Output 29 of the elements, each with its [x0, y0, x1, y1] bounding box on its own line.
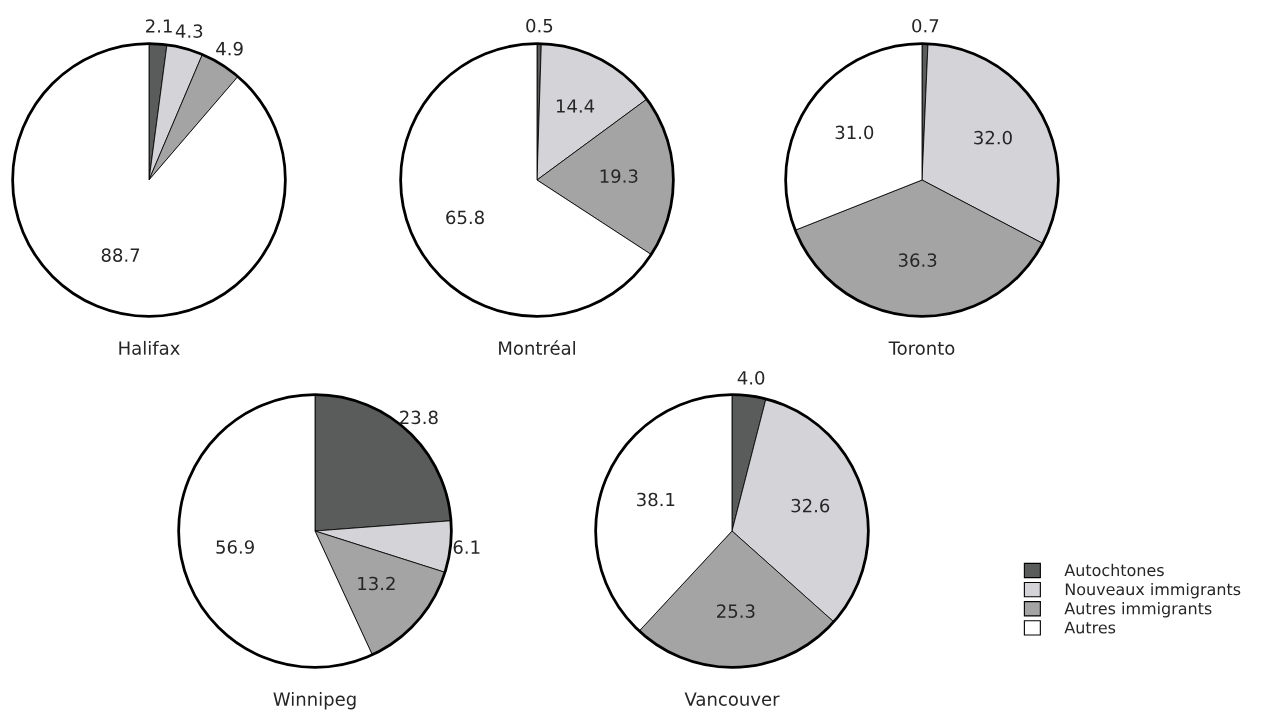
legend-label: Autochtones — [1064, 563, 1164, 577]
data-label: 32.6 — [791, 498, 830, 513]
data-label: 36.3 — [898, 253, 937, 267]
text: Halifax — [119, 340, 180, 355]
data-label: 88.7 — [101, 248, 140, 262]
data-label: 38.1 — [637, 492, 675, 507]
data-label: 0.5 — [526, 18, 553, 33]
text: Toronto — [888, 341, 955, 355]
data-label: 2.1 — [146, 19, 172, 33]
data-label: 25.3 — [717, 604, 755, 618]
data-label: 32.0 — [974, 130, 1012, 145]
data-label: 6.1 — [453, 540, 480, 554]
text: Montréal — [499, 340, 575, 355]
data-label: 56.9 — [216, 540, 254, 554]
data-label: 4.9 — [216, 41, 243, 56]
data-label: 31.0 — [835, 125, 874, 140]
data-label: 14.4 — [556, 99, 595, 113]
data-label: 4.3 — [175, 24, 203, 38]
data-label: 0.7 — [912, 18, 939, 33]
data-label: 13.2 — [358, 576, 395, 591]
text: Winnipeg — [273, 691, 356, 710]
data-label: 19.3 — [600, 169, 638, 183]
text: Vancouver — [684, 692, 780, 706]
data-label: 4.0 — [737, 371, 765, 385]
data-label: 65.8 — [446, 210, 484, 225]
legend-label: Autres — [1064, 621, 1116, 634]
legend-label: Nouveaux immigrants — [1065, 582, 1241, 599]
legend-label: Autres immigrants — [1064, 602, 1212, 618]
data-label: 23.8 — [400, 410, 438, 425]
